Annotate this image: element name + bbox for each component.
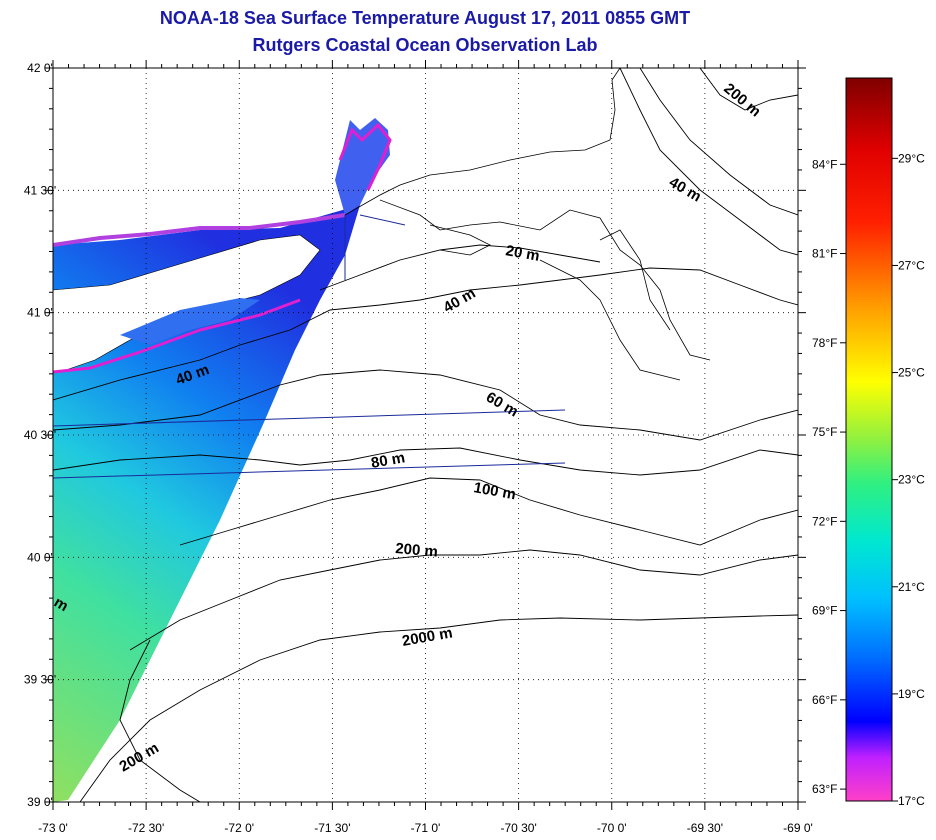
contour-gom-2: [639, 68, 798, 216]
label-20m: 20 m: [504, 242, 541, 265]
celsius-label: 25°C: [898, 366, 925, 380]
lon-label: -70 0': [597, 821, 627, 835]
celsius-label: 21°C: [898, 580, 925, 594]
lat-label: 40 30': [24, 428, 56, 442]
contour-40m: [53, 267, 798, 401]
lon-label: -70 30': [500, 821, 536, 835]
graticule: [53, 68, 798, 802]
celsius-label: 19°C: [898, 687, 925, 701]
lon-label: -71 0': [411, 821, 441, 835]
colorbar-ticks: 29°C 27°C 25°C 23°C 21°C 19°C 17°C 84°F 81°F 78°F…: [812, 151, 925, 808]
latitude-labels: 42 0' 41 30' 41 0' 40 30' 40 0' 39 30' 39 0': [24, 61, 56, 809]
fahrenheit-label: 75°F: [812, 425, 837, 439]
axis-ticks: [45, 60, 806, 810]
lat-label: 39 30': [24, 673, 56, 687]
lon-label: -71 30': [314, 821, 350, 835]
track-lines: [52, 214, 566, 479]
fahrenheit-label: 69°F: [812, 604, 837, 618]
lon-label: -72 30': [128, 821, 164, 835]
fahrenheit-label: 66°F: [812, 693, 837, 707]
lon-label: -69 0': [783, 821, 813, 835]
map-subtitle: Rutgers Coastal Ocean Observation Lab: [252, 35, 598, 55]
fahrenheit-label: 78°F: [812, 336, 837, 350]
fahrenheit-label: 63°F: [812, 782, 837, 796]
fahrenheit-label: 81°F: [812, 247, 837, 261]
longitude-labels: -73 0' -72 30' -72 0' -71 30' -71 0' -70 30' -…: [38, 821, 813, 835]
label-200m-c: 200 m: [720, 80, 764, 120]
bathymetry-contours: [53, 68, 798, 802]
sst-swath: [53, 118, 392, 802]
lon-label: -72 0': [224, 821, 254, 835]
label-60m: 60 m: [483, 389, 521, 421]
contour-gom-3: [699, 68, 798, 111]
contour-gom: [619, 68, 798, 256]
contour-100m: [179, 477, 798, 546]
swath-edge-south: [53, 298, 301, 374]
fahrenheit-label: 72°F: [812, 514, 837, 528]
lat-label: 42 0': [27, 61, 53, 75]
contour-80m: [53, 447, 798, 476]
long-island: [53, 234, 321, 373]
label-2000m: 2000 m: [401, 624, 454, 650]
label-40m-c: 40 m: [666, 174, 704, 206]
celsius-label: 27°C: [898, 258, 925, 272]
celsius-label: 29°C: [898, 151, 925, 165]
lon-label: -69 30': [687, 821, 723, 835]
label-200m-b: 200 m: [117, 739, 162, 775]
lon-label: -73 0': [38, 821, 68, 835]
contour-200m: [129, 549, 798, 651]
lat-label: 40 0': [27, 550, 53, 564]
contour-60m: [53, 369, 798, 441]
contour-2000m: [79, 614, 798, 802]
contour-slope: [119, 639, 201, 802]
label-80m: 80 m: [370, 449, 407, 472]
label-100m: 100 m: [472, 479, 517, 503]
lat-label: 41 30': [24, 183, 56, 197]
label-200m-a: 200 m: [395, 540, 439, 561]
peconic-bay: [120, 298, 260, 345]
lat-label: 39 0': [27, 795, 53, 809]
lat-label: 41 0': [27, 306, 53, 320]
contour-20m: [319, 244, 601, 291]
celsius-label: 17°C: [898, 794, 925, 808]
swath-edge-north: [53, 213, 346, 247]
map-title: NOAA-18 Sea Surface Temperature August 1…: [159, 8, 691, 28]
swath-narragansett: [335, 118, 390, 215]
coastline: [344, 68, 711, 381]
fahrenheit-label: 84°F: [812, 157, 837, 171]
swath-edge-bay: [338, 122, 392, 191]
celsius-label: 23°C: [898, 473, 925, 487]
colorbar: [845, 77, 893, 802]
